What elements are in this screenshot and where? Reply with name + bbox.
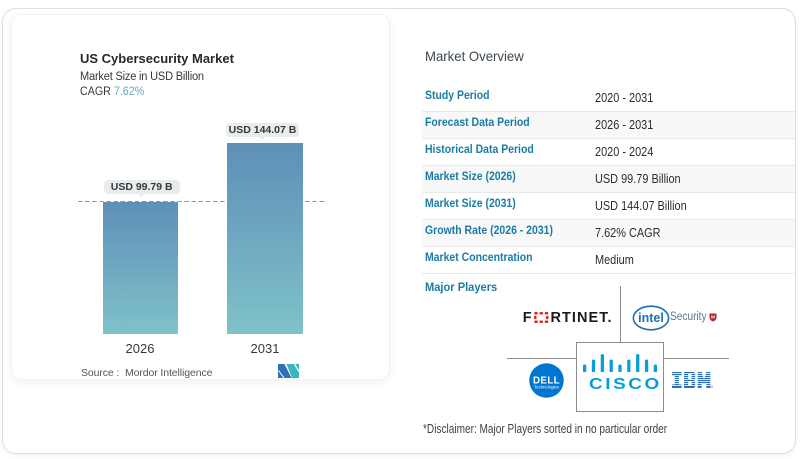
- svg-text:DELL: DELL: [532, 375, 559, 386]
- svg-text:intel: intel: [638, 311, 664, 325]
- svg-text:Technologies: Technologies: [534, 384, 559, 389]
- svg-text:M: M: [711, 315, 715, 320]
